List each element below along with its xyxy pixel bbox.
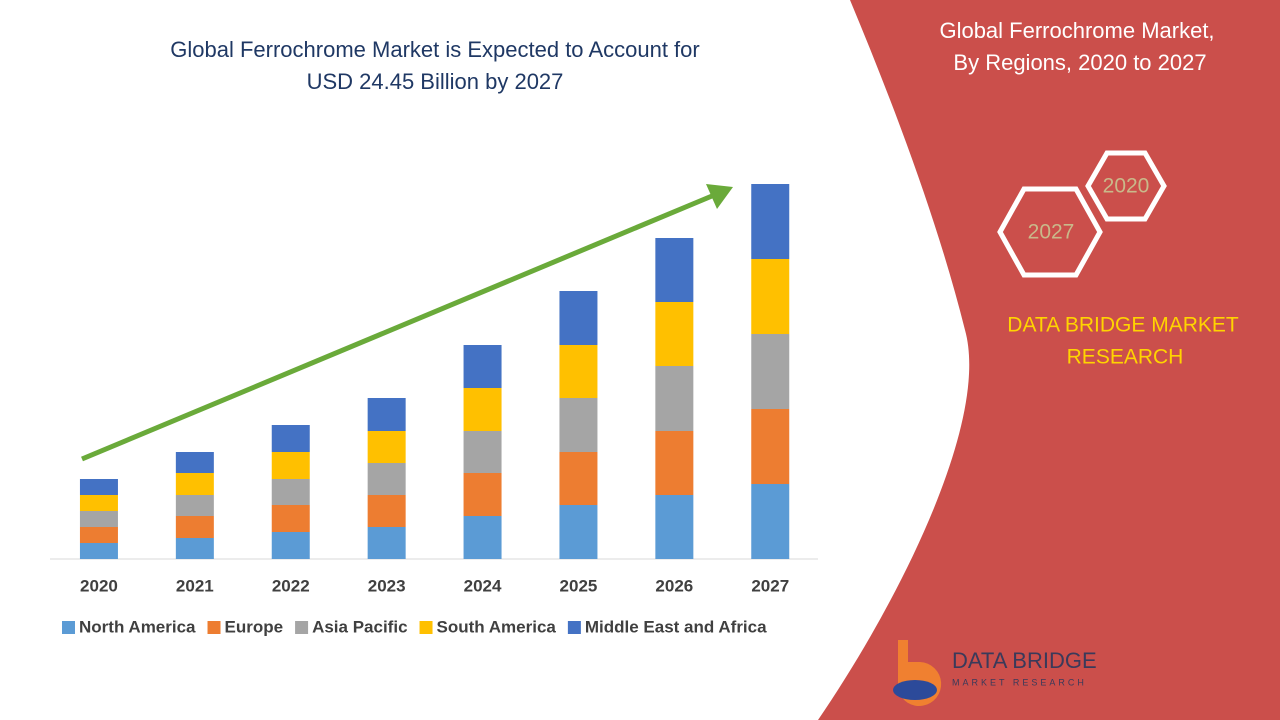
bar-segment <box>751 334 790 409</box>
bar-segment <box>175 516 214 538</box>
brand-text: DATA BRIDGE MARKET <box>1007 314 1239 337</box>
bar-segment <box>79 527 118 543</box>
bar-segment <box>271 425 310 452</box>
chart-title: Global Ferrochrome Market is Expected to… <box>170 37 699 62</box>
bar-segment <box>79 495 118 511</box>
bar-segment <box>655 431 694 495</box>
legend-label: Europe <box>225 617 284 636</box>
x-tick-label: 2027 <box>751 576 789 595</box>
x-tick-label: 2021 <box>176 576 214 595</box>
bar-segment <box>271 452 310 479</box>
bar-segment <box>367 431 406 463</box>
logo: DATA BRIDGE MARKET RESEARCH <box>893 640 1097 706</box>
x-tick-label: 2026 <box>655 576 693 595</box>
bar-segment <box>367 527 406 559</box>
arrow-line <box>81 193 713 462</box>
legend-swatch <box>295 621 309 634</box>
bar-segment <box>463 516 502 559</box>
trend-arrow <box>81 184 733 462</box>
legend-label: South America <box>437 617 557 636</box>
brand-text: RESEARCH <box>1067 346 1184 369</box>
bar-segment <box>463 431 502 473</box>
hexagon <box>997 186 1103 278</box>
legend-swatch <box>207 621 221 634</box>
panel-heading: Global Ferrochrome Market, <box>939 18 1214 43</box>
bar-segment <box>463 473 502 516</box>
bar-segment <box>559 452 598 505</box>
x-tick-label: 2022 <box>272 576 310 595</box>
arrow-head <box>706 184 733 209</box>
bar-segment <box>559 505 598 559</box>
bar-segment <box>79 543 118 559</box>
legend-label: Middle East and Africa <box>585 617 767 636</box>
hexagon-label: 2020 <box>1103 175 1150 198</box>
bar-segment <box>271 479 310 505</box>
bar-segment <box>367 398 406 431</box>
x-tick-label: 2023 <box>368 576 406 595</box>
bar-segment <box>655 302 694 366</box>
hexagon <box>1085 150 1167 222</box>
bar-segment <box>79 479 118 495</box>
bar-segment <box>751 184 790 259</box>
bar-segment <box>175 495 214 516</box>
logo-name: DATA BRIDGE <box>952 648 1097 673</box>
x-tick-label: 2020 <box>80 576 118 595</box>
bar-segment <box>751 259 790 334</box>
bar-segment <box>751 484 790 559</box>
hexagon-label: 2027 <box>1028 221 1075 244</box>
legend-swatch <box>567 621 581 634</box>
bar-segment <box>751 409 790 484</box>
bar-segment <box>175 452 214 473</box>
bar-segment <box>463 388 502 431</box>
bar-segment <box>79 511 118 527</box>
side-panel <box>818 0 1280 720</box>
chart-title: USD 24.45 Billion by 2027 <box>307 69 564 94</box>
legend-label: North America <box>79 617 196 636</box>
bar-segment <box>271 505 310 532</box>
bar-segment <box>367 463 406 495</box>
hexagons <box>997 150 1167 278</box>
legend-label: Asia Pacific <box>312 617 407 636</box>
bar-segment <box>655 366 694 431</box>
legend-swatch <box>62 621 75 634</box>
bar-segment <box>559 398 598 452</box>
bar-segment <box>655 238 694 302</box>
logo-mark <box>893 680 937 700</box>
panel-heading: By Regions, 2020 to 2027 <box>953 50 1206 75</box>
logo-tagline: MARKET RESEARCH <box>952 677 1087 687</box>
x-tick-label: 2024 <box>464 576 502 595</box>
bar-segment <box>559 291 598 345</box>
bar-segment <box>175 473 214 495</box>
bar-segment <box>463 345 502 388</box>
bar-segment <box>559 345 598 398</box>
bar-segment <box>271 532 310 559</box>
bar-segment <box>655 495 694 559</box>
bar-segment <box>367 495 406 527</box>
legend-swatch <box>419 621 433 634</box>
x-tick-label: 2025 <box>560 576 598 595</box>
bar-segment <box>175 538 214 559</box>
